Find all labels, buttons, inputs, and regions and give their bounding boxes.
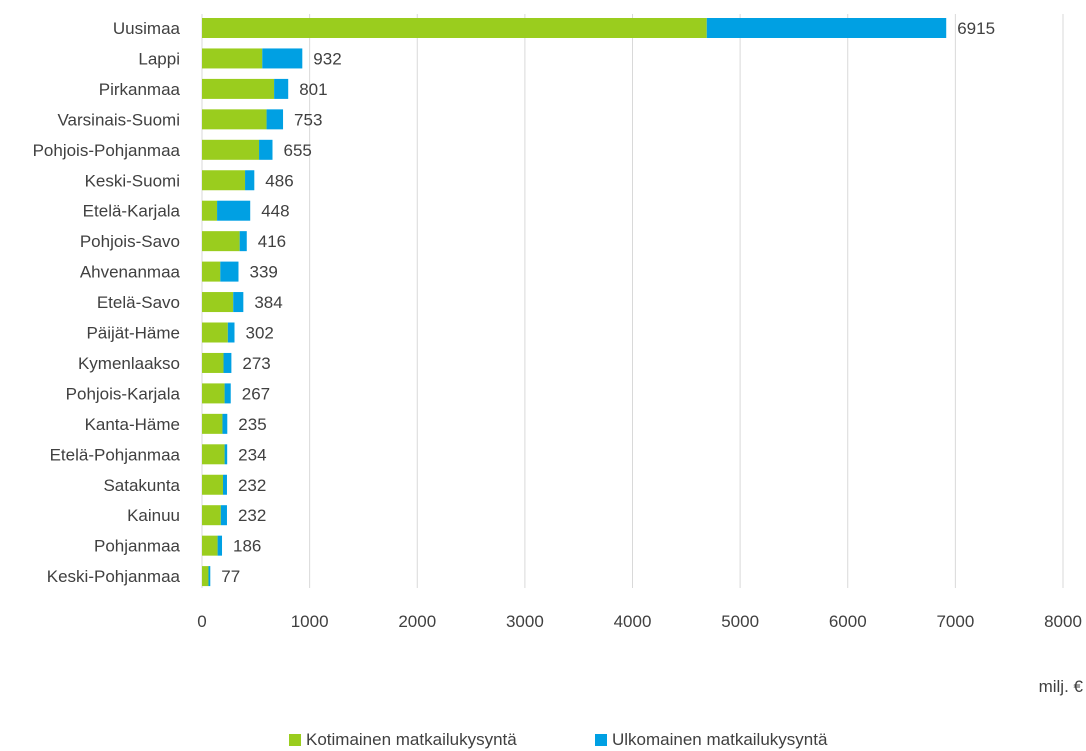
- category-label-keski-pohjanmaa: Keski-Pohjanmaa: [47, 567, 181, 586]
- value-label-pohjois-karjala: 267: [242, 384, 270, 403]
- bar-etel-pohjanmaa-kotimainen: [202, 444, 225, 465]
- category-label-ahvenanmaa: Ahvenanmaa: [80, 263, 181, 282]
- category-label-lappi: Lappi: [138, 49, 180, 68]
- category-label-etel-pohjanmaa: Etelä-Pohjanmaa: [50, 445, 181, 464]
- bar-kymenlaakso-kotimainen: [202, 352, 224, 373]
- bar-pohjanmaa-kotimainen: [202, 535, 218, 556]
- bar-varsinais-suomi-kotimainen: [202, 109, 267, 130]
- bar-pirkanmaa-ulkomainen: [274, 78, 289, 99]
- value-labels: 6915 932 801 753 655 486 448 416 339 384 302 273 267…: [221, 19, 995, 586]
- x-tick-1000: 1000: [291, 612, 329, 631]
- legend-label-kotimainen: Kotimainen matkailukysyntä: [306, 730, 517, 749]
- value-label-pohjois-savo: 416: [258, 232, 286, 251]
- value-label-keski-pohjanmaa: 77: [221, 567, 240, 586]
- value-label-pirkanmaa: 801: [299, 80, 327, 99]
- value-label-pohjois-pohjanmaa: 655: [283, 141, 311, 160]
- value-label-etel-karjala: 448: [261, 202, 289, 221]
- bar-p-ij-t-h-me-kotimainen: [202, 322, 228, 343]
- value-label-p-ij-t-h-me: 302: [246, 324, 274, 343]
- category-label-pohjois-pohjanmaa: Pohjois-Pohjanmaa: [33, 141, 181, 160]
- bar-lappi-kotimainen: [202, 48, 263, 69]
- bar-kainuu-kotimainen: [202, 505, 221, 526]
- bar-uusimaa-kotimainen: [202, 18, 707, 38]
- category-label-satakunta: Satakunta: [103, 476, 180, 495]
- x-tick-4000: 4000: [614, 612, 652, 631]
- legend-label-ulkomainen: Ulkomainen matkailukysyntä: [612, 730, 828, 749]
- bar-pirkanmaa-kotimainen: [202, 78, 275, 99]
- x-tick-3000: 3000: [506, 612, 544, 631]
- x-tick-2000: 2000: [398, 612, 436, 631]
- value-label-lappi: 932: [313, 49, 341, 68]
- value-label-etel-savo: 384: [254, 293, 282, 312]
- bar-kanta-h-me-ulkomainen: [222, 413, 228, 434]
- category-label-pohjois-savo: Pohjois-Savo: [80, 232, 180, 251]
- category-label-kainuu: Kainuu: [127, 506, 180, 525]
- bar-kainuu-ulkomainen: [220, 505, 227, 526]
- x-tick-0: 0: [197, 612, 206, 631]
- legend: Kotimainen matkailukysyntä Ulkomainen ma…: [289, 730, 828, 749]
- bar-pohjois-karjala-kotimainen: [202, 383, 225, 404]
- category-label-pohjanmaa: Pohjanmaa: [94, 537, 181, 556]
- gridlines: [201, 14, 1064, 588]
- category-labels: Uusimaa Lappi Pirkanmaa Varsinais-Suomi Pohj…: [33, 19, 181, 586]
- category-label-pohjois-karjala: Pohjois-Karjala: [66, 384, 181, 403]
- bar-ahvenanmaa-kotimainen: [202, 261, 221, 282]
- bar-pohjois-savo-kotimainen: [202, 231, 240, 252]
- bar-keski-suomi-ulkomainen: [245, 170, 255, 191]
- bar-ahvenanmaa-ulkomainen: [220, 261, 239, 282]
- bar-etel-karjala-kotimainen: [202, 200, 218, 221]
- value-label-kanta-h-me: 235: [238, 415, 266, 434]
- x-tick-8000: 8000: [1044, 612, 1082, 631]
- bar-kymenlaakso-ulkomainen: [223, 352, 232, 373]
- bar-pohjois-pohjanmaa-kotimainen: [202, 139, 260, 160]
- x-tick-7000: 7000: [936, 612, 974, 631]
- category-label-p-ij-t-h-me: Päijät-Häme: [86, 324, 180, 343]
- category-label-etel-savo: Etelä-Savo: [97, 293, 180, 312]
- value-label-varsinais-suomi: 753: [294, 110, 322, 129]
- category-label-kymenlaakso: Kymenlaakso: [78, 354, 180, 373]
- bar-varsinais-suomi-ulkomainen: [266, 109, 284, 130]
- bars: [202, 18, 947, 587]
- bar-etel-savo-ulkomainen: [233, 292, 244, 313]
- bar-keski-pohjanmaa-ulkomainen: [208, 566, 211, 587]
- category-label-etel-karjala: Etelä-Karjala: [83, 202, 181, 221]
- x-tick-6000: 6000: [829, 612, 867, 631]
- bar-pohjanmaa-ulkomainen: [217, 535, 223, 556]
- value-label-uusimaa: 6915: [957, 19, 995, 38]
- bar-etel-karjala-ulkomainen: [217, 200, 251, 221]
- bar-kanta-h-me-kotimainen: [202, 413, 223, 434]
- bar-p-ij-t-h-me-ulkomainen: [227, 322, 235, 343]
- category-label-keski-suomi: Keski-Suomi: [85, 171, 180, 190]
- bar-keski-pohjanmaa-kotimainen: [202, 566, 209, 587]
- bar-pohjois-pohjanmaa-ulkomainen: [259, 139, 273, 160]
- legend-swatch-kotimainen: [289, 734, 301, 746]
- bar-keski-suomi-kotimainen: [202, 170, 246, 191]
- unit-label: milj. €: [1039, 677, 1084, 696]
- bar-satakunta-ulkomainen: [222, 474, 227, 495]
- bar-etel-savo-kotimainen: [202, 292, 234, 313]
- category-label-uusimaa: Uusimaa: [113, 19, 181, 38]
- value-label-pohjanmaa: 186: [233, 537, 261, 556]
- bar-uusimaa-ulkomainen: [706, 18, 947, 38]
- category-label-pirkanmaa: Pirkanmaa: [99, 80, 181, 99]
- value-label-ahvenanmaa: 339: [249, 263, 277, 282]
- bar-pohjois-karjala-ulkomainen: [224, 383, 231, 404]
- category-label-kanta-h-me: Kanta-Häme: [85, 415, 180, 434]
- value-label-etel-pohjanmaa: 234: [238, 445, 266, 464]
- value-label-kymenlaakso: 273: [242, 354, 270, 373]
- bar-lappi-ulkomainen: [262, 48, 303, 69]
- value-label-keski-suomi: 486: [265, 171, 293, 190]
- value-label-kainuu: 232: [238, 506, 266, 525]
- bar-satakunta-kotimainen: [202, 474, 223, 495]
- x-tick-labels: 0 1000 2000 3000 4000 5000 6000 7000 8000: [197, 612, 1082, 631]
- bar-pohjois-savo-ulkomainen: [239, 231, 247, 252]
- legend-swatch-ulkomainen: [595, 734, 607, 746]
- bar-etel-pohjanmaa-ulkomainen: [224, 444, 228, 465]
- category-label-varsinais-suomi: Varsinais-Suomi: [57, 110, 180, 129]
- x-tick-5000: 5000: [721, 612, 759, 631]
- value-label-satakunta: 232: [238, 476, 266, 495]
